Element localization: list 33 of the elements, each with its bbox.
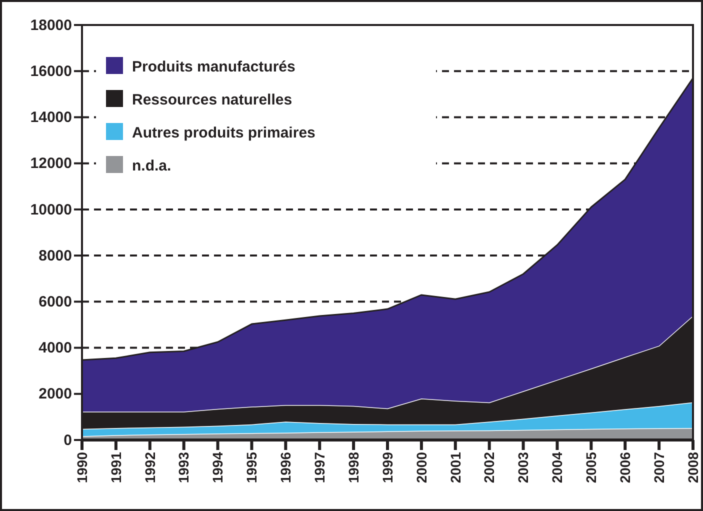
x-tick-label: 1997 xyxy=(312,452,328,484)
y-tick-label: 12000 xyxy=(30,155,72,172)
x-tick-label: 1998 xyxy=(345,452,362,484)
x-tick-label: 2006 xyxy=(617,452,634,484)
x-tick-label: 1991 xyxy=(108,452,124,484)
x-tick-label: 1993 xyxy=(176,452,192,484)
legend-label: Ressources naturelles xyxy=(132,91,292,108)
legend-label: Autres produits primaires xyxy=(132,124,316,142)
y-tick-label: 4000 xyxy=(38,340,72,357)
y-tick-label: 0 xyxy=(64,432,72,449)
x-tick-label: 2007 xyxy=(650,452,667,484)
x-tick-label: 2003 xyxy=(515,452,532,484)
x-tick-label: 2005 xyxy=(583,452,600,484)
y-tick-label: 2000 xyxy=(38,386,72,403)
x-tick-label: 2002 xyxy=(481,452,498,484)
x-tick-label: 1990 xyxy=(74,452,90,484)
y-tick-label: 10000 xyxy=(30,201,72,218)
y-tick-label: 16000 xyxy=(30,62,72,80)
x-tick-label: 2000 xyxy=(413,452,430,484)
x-tick-label: 1992 xyxy=(142,452,158,484)
x-tick-label: 1996 xyxy=(278,452,294,484)
legend-label: Produits manufacturés xyxy=(132,58,296,76)
y-tick-label: 8000 xyxy=(38,247,72,264)
x-tick-label: 1995 xyxy=(244,452,260,484)
x-tick-label: 1999 xyxy=(379,452,396,484)
x-tick-label: 2008 xyxy=(684,452,701,484)
y-tick-label: 14000 xyxy=(30,109,72,126)
y-tick-label: 18000 xyxy=(30,16,72,34)
x-tick-label: 1994 xyxy=(210,452,226,484)
y-tick-label: 6000 xyxy=(38,293,72,310)
x-tick-label: 2001 xyxy=(447,452,464,484)
x-tick-label: 2004 xyxy=(549,452,566,484)
legend-label: n.d.a. xyxy=(132,157,172,174)
